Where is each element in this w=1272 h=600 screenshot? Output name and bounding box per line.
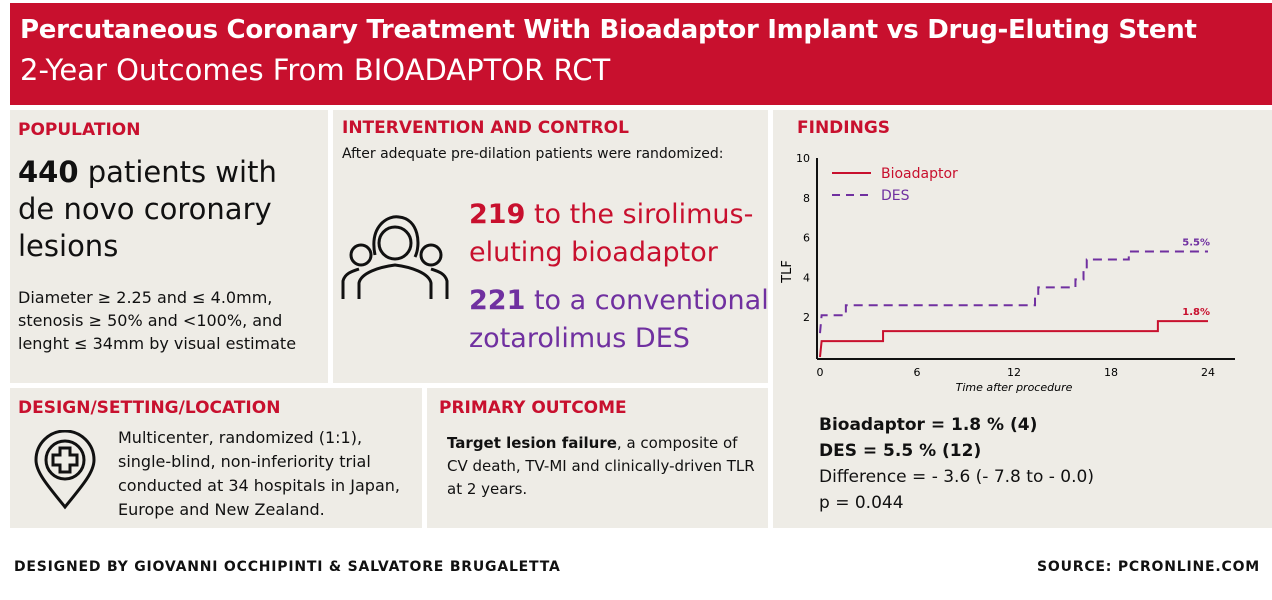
y-tick-label: 2 [803, 311, 810, 324]
outcome-text: Target lesion failure, a composite of CV… [447, 432, 762, 501]
outcome-bold: Target lesion failure [447, 434, 617, 452]
x-tick-label: 12 [1007, 366, 1021, 379]
population-panel: POPULATION 440 patients with de novo cor… [10, 110, 328, 383]
design-heading: DESIGN/SETTING/LOCATION [18, 398, 281, 418]
y-tick-label: 10 [796, 152, 810, 165]
people-group-icon [341, 215, 449, 299]
y-tick-label: 8 [803, 192, 810, 205]
design-panel: DESIGN/SETTING/LOCATION Multicenter, ran… [10, 388, 422, 528]
outcome-heading: PRIMARY OUTCOME [439, 398, 627, 418]
findings-heading: FINDINGS [797, 118, 891, 138]
patient-count: 440 [18, 155, 79, 189]
population-detail: Diameter ≥ 2.25 and ≤ 4.0mm, stenosis ≥ … [18, 288, 297, 353]
des-result: DES = 5.5 % (12) [819, 441, 982, 461]
series-line-des [819, 250, 1208, 334]
arm2-count: 221 [469, 285, 526, 316]
y-axis-label: TLF [780, 260, 795, 284]
intervention-panel: INTERVENTION AND CONTROL After adequate … [333, 110, 769, 383]
intervention-heading: INTERVENTION AND CONTROL [342, 118, 629, 138]
difference-result: Difference = - 3.6 (- 7.8 to - 0.0) [819, 467, 1094, 487]
series-line-bioadaptor [819, 320, 1208, 358]
arm2-desc: to a conventional zotarolimus DES [469, 285, 769, 354]
location-pin-hospital-icon [34, 430, 96, 510]
footer-source: SOURCE: PCRONLINE.COM [1036, 559, 1260, 575]
findings-results: Bioadaptor = 1.8 % (4) DES = 5.5 % (12) … [819, 412, 1094, 516]
arm2-text: 221 to a conventional zotarolimus DES [469, 282, 769, 358]
title: Percutaneous Coronary Treatment With Bio… [20, 15, 1197, 45]
x-tick-label: 24 [1201, 366, 1215, 379]
header-banner: Percutaneous Coronary Treatment With Bio… [10, 3, 1272, 105]
x-axis-label: Time after procedure [956, 381, 1073, 394]
legend-label: DES [881, 188, 910, 204]
p-value: p = 0.044 [819, 493, 904, 513]
footer-credit: DESIGNED BY GIOVANNI OCCHIPINTI & SALVAT… [14, 559, 561, 575]
arm1-count: 219 [469, 199, 526, 230]
intervention-intro: After adequate pre-dilation patients wer… [342, 146, 724, 162]
legend-label: Bioadaptor [881, 166, 958, 182]
population-heading: POPULATION [18, 120, 141, 140]
arm1-text: 219 to the sirolimus-eluting bioadaptor [469, 196, 769, 272]
outcome-panel: PRIMARY OUTCOME Target lesion failure, a… [427, 388, 768, 528]
bio-result: Bioadaptor = 1.8 % (4) [819, 415, 1038, 435]
design-text: Multicenter, randomized (1:1), single-bl… [118, 428, 400, 519]
y-tick-label: 4 [803, 271, 810, 284]
subtitle: 2-Year Outcomes From BIOADAPTOR RCT [20, 53, 611, 87]
findings-panel: FINDINGS 0 6 12 18 24 2 4 6 8 10 Time after proced… [773, 110, 1272, 528]
x-tick-label: 0 [817, 366, 824, 379]
arm1-desc: to the sirolimus-eluting bioadaptor [469, 199, 754, 268]
population-main: 440 patients with de novo coronary lesio… [18, 154, 318, 265]
y-tick-label: 6 [803, 232, 810, 245]
outcome-desc: , a composite of CV death, TV-MI and cli… [447, 434, 755, 498]
x-tick-label: 6 [914, 366, 921, 379]
end-label: 1.8% [1182, 307, 1210, 318]
population-text: patients with de novo coronary lesions [18, 155, 277, 263]
x-tick-label: 18 [1104, 366, 1118, 379]
end-label: 5.5% [1182, 238, 1210, 249]
